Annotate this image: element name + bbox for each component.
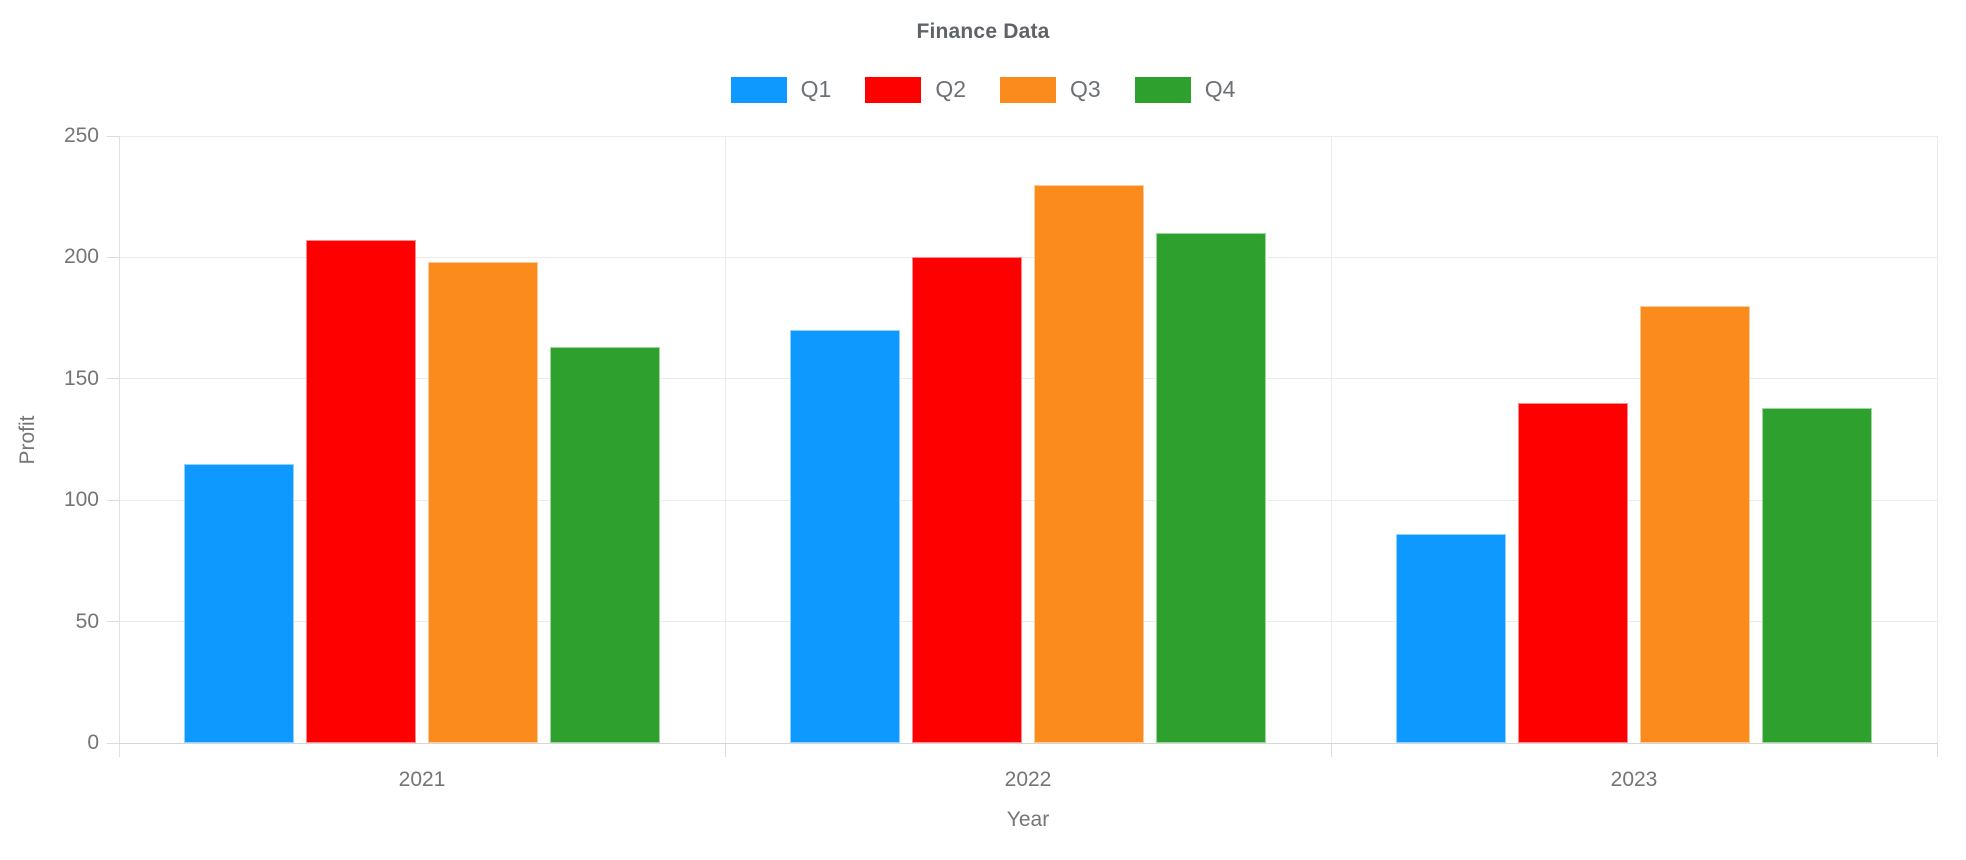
category-boundary-gridline — [1936, 136, 1938, 743]
legend-item-q1[interactable]: Q1 — [730, 76, 832, 103]
bar-2023-q3[interactable] — [1640, 305, 1750, 743]
legend-item-q4[interactable]: Q4 — [1134, 76, 1236, 103]
bar-2021-q2[interactable] — [306, 240, 416, 743]
y-gridline — [119, 256, 1937, 258]
x-tick-label-2022: 2022 — [1004, 768, 1052, 791]
y-axis-title: Profit — [16, 415, 39, 465]
legend-item-q3[interactable]: Q3 — [1000, 76, 1101, 103]
legend-item-q2[interactable]: Q2 — [865, 76, 966, 103]
bar-2022-q3[interactable] — [1034, 184, 1144, 743]
y-tick-mark — [107, 135, 119, 137]
bar-2021-q4[interactable] — [550, 347, 660, 743]
legend-swatch-q4 — [1134, 76, 1191, 103]
legend-label: Q2 — [935, 76, 966, 102]
bar-2023-q4[interactable] — [1762, 407, 1872, 743]
chart-legend: Q1 Q2 Q3 Q4 — [0, 76, 1966, 103]
y-gridline — [119, 499, 1937, 501]
y-gridline — [119, 621, 1937, 623]
x-tick-mark — [1936, 743, 1938, 757]
legend-swatch-q1 — [730, 76, 787, 103]
x-axis-title: Year — [1006, 808, 1050, 831]
legend-label: Q4 — [1204, 76, 1236, 102]
bar-2022-q2[interactable] — [912, 257, 1022, 743]
y-tick-label: 200 — [63, 245, 99, 269]
y-tick-label: 50 — [75, 609, 99, 633]
bar-2023-q1[interactable] — [1396, 534, 1506, 743]
y-tick-mark — [107, 256, 119, 258]
category-boundary-gridline — [724, 136, 726, 743]
x-tick-label-2021: 2021 — [398, 768, 446, 791]
legend-label: Q1 — [800, 76, 832, 102]
y-axis-line — [118, 136, 120, 757]
legend-label: Q3 — [1070, 76, 1101, 102]
chart-title: Finance Data — [916, 20, 1050, 43]
y-tick-label: 0 — [87, 731, 99, 754]
category-boundary-gridline — [1330, 136, 1332, 743]
y-tick-mark — [107, 742, 119, 744]
bar-2022-q1[interactable] — [790, 330, 900, 743]
legend-swatch-q2 — [865, 76, 922, 103]
bar-2022-q4[interactable] — [1156, 233, 1266, 743]
y-tick-mark — [107, 621, 119, 623]
bar-2023-q2[interactable] — [1518, 403, 1628, 743]
bar-2021-q3[interactable] — [428, 262, 538, 743]
x-tick-mark — [1330, 743, 1332, 757]
x-tick-label-2023: 2023 — [1610, 768, 1658, 791]
y-tick-mark — [107, 499, 119, 501]
y-tick-label: 250 — [63, 124, 99, 147]
x-axis-line — [119, 742, 1937, 744]
y-tick-label: 150 — [63, 366, 99, 390]
legend-swatch-q3 — [1000, 76, 1056, 103]
y-gridline — [119, 135, 1937, 137]
x-tick-mark — [724, 743, 726, 757]
bar-2021-q1[interactable] — [184, 463, 294, 743]
y-tick-mark — [107, 378, 119, 380]
y-tick-label: 100 — [63, 488, 99, 512]
y-gridline — [119, 378, 1937, 380]
